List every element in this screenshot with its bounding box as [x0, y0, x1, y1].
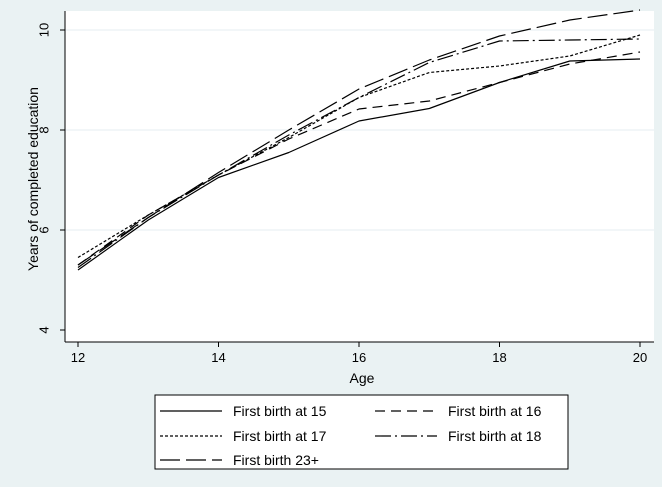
legend-label-5: First birth 23+ — [233, 452, 319, 468]
series-lines — [77, 9, 641, 271]
y-tick-label-10: 10 — [36, 23, 51, 37]
y-tick-label-4: 4 — [36, 326, 51, 333]
legend-box — [154, 394, 569, 470]
y-axis-title: Years of completed education — [25, 87, 41, 271]
plot-area — [65, 11, 654, 342]
legend-label-2: First birth at 16 — [448, 403, 542, 419]
legend-label-1: First birth at 15 — [233, 403, 327, 419]
series-line-2 — [77, 51, 641, 266]
axes: 4 6 8 10 12 14 16 18 20 — [36, 11, 654, 365]
x-tick-label-14: 14 — [211, 350, 225, 365]
series-line-5 — [77, 9, 641, 266]
x-tick-label-16: 16 — [352, 350, 366, 365]
legend-label-3: First birth at 17 — [233, 428, 327, 444]
series-line-3 — [77, 34, 641, 259]
series-line-1 — [77, 58, 641, 271]
y-tick-label-8: 8 — [36, 126, 51, 133]
x-axis-title: Age — [350, 370, 375, 386]
gridlines — [65, 29, 654, 231]
series-line-4 — [77, 38, 641, 268]
x-tick-label-20: 20 — [633, 350, 647, 365]
x-tick-label-12: 12 — [71, 350, 85, 365]
y-tick-label-6: 6 — [36, 226, 51, 233]
legend: First birth at 15 First birth at 16 First … — [160, 403, 542, 468]
x-tick-label-18: 18 — [492, 350, 506, 365]
legend-label-4: First birth at 18 — [448, 428, 542, 444]
